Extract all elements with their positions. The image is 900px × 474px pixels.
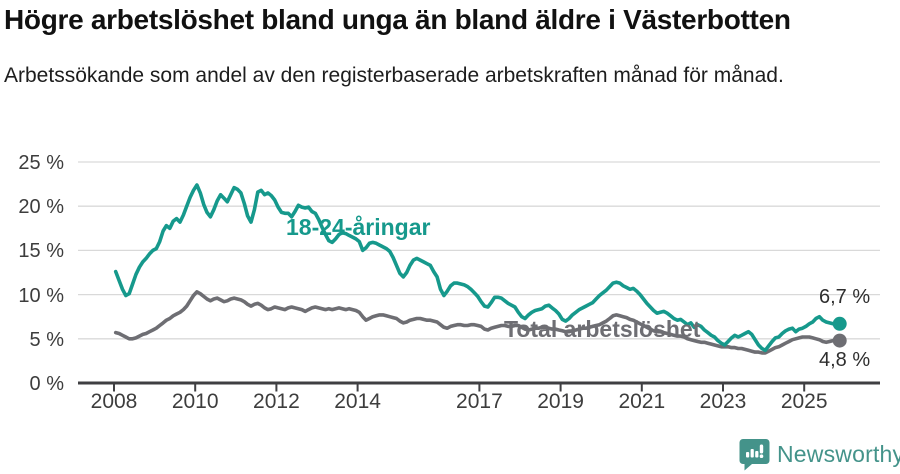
series-label-youth: 18-24-åringar bbox=[286, 214, 431, 240]
series-label-total: Total arbetslöshet bbox=[504, 316, 701, 342]
page-subtitle: Arbetssökande som andel av den registerb… bbox=[4, 64, 784, 87]
x-axis-tick-label: 2014 bbox=[334, 390, 381, 413]
end-value-label-total: 4,8 % bbox=[819, 349, 871, 371]
end-dot-youth bbox=[832, 316, 847, 331]
page-title: Högre arbetslöshet bland unga än bland ä… bbox=[4, 4, 791, 35]
series-line-youth bbox=[113, 183, 842, 353]
x-axis-tick-label: 2023 bbox=[699, 390, 747, 413]
y-axis-tick-label: 25 % bbox=[18, 152, 64, 174]
y-axis-tick-label: 20 % bbox=[18, 196, 64, 219]
y-axis-tick-label: 15 % bbox=[18, 240, 64, 263]
y-axis-tick-label: 5 % bbox=[29, 328, 64, 351]
newsworthy-logo[interactable]: Newsworthy bbox=[739, 437, 900, 471]
end-dot-total bbox=[832, 333, 847, 348]
series-line-total bbox=[113, 290, 842, 355]
newsworthy-wordmark: Newsworthy bbox=[777, 440, 900, 467]
x-axis-tick-label: 2019 bbox=[537, 390, 584, 413]
x-axis-tick-label: 2008 bbox=[90, 390, 138, 413]
end-value-label-youth: 6,7 % bbox=[819, 286, 871, 308]
y-axis-tick-label: 10 % bbox=[18, 284, 64, 307]
x-axis-tick-label: 2012 bbox=[253, 390, 300, 413]
newsworthy-bubble-icon bbox=[739, 438, 770, 470]
x-axis-tick-label: 2025 bbox=[780, 390, 828, 413]
x-axis-tick-label: 2017 bbox=[456, 390, 503, 413]
x-axis-tick-label: 2010 bbox=[171, 390, 219, 413]
y-axis-tick-label: 0 % bbox=[29, 373, 64, 395]
x-axis-tick-label: 2021 bbox=[618, 390, 666, 413]
